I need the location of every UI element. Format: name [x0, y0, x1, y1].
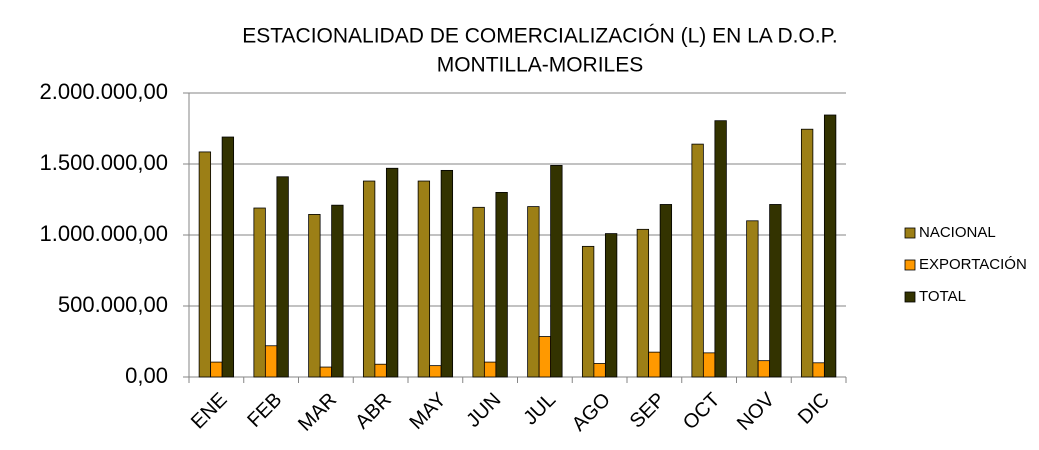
legend-label: TOTAL — [919, 288, 966, 305]
x-tick-label: AGO — [568, 389, 615, 436]
y-tick-label: 500.000,00 — [58, 292, 168, 317]
bar — [757, 360, 771, 378]
x-tick-label: DIC — [794, 389, 834, 429]
bar — [264, 345, 278, 378]
bar — [362, 180, 376, 378]
bar — [308, 214, 321, 378]
bar — [483, 361, 497, 378]
bar — [581, 245, 595, 378]
bar — [198, 151, 212, 378]
bar — [691, 143, 704, 378]
bar — [812, 362, 825, 378]
bar — [527, 206, 540, 378]
bar — [253, 207, 266, 378]
x-tick-label: JUN — [462, 389, 505, 432]
legend-swatch — [904, 227, 916, 239]
x-tick-label: ENE — [187, 389, 232, 434]
x-tick-label: NOV — [733, 388, 780, 435]
x-tick-label: ABR — [351, 389, 396, 434]
x-tick-label: OCT — [679, 389, 724, 434]
bar — [550, 165, 563, 378]
bar — [823, 114, 837, 378]
bar — [319, 366, 333, 378]
x-tick-label: SEP — [626, 389, 670, 433]
x-tick-label: FEB — [243, 389, 286, 432]
bar — [714, 120, 727, 378]
chart-title: ESTACIONALIDAD DE COMERCIALIZACIÓN (L) E… — [242, 25, 838, 48]
bar — [429, 365, 442, 378]
bar — [538, 336, 552, 378]
x-tick-label: MAY — [405, 389, 450, 434]
y-tick-label: 2.000.000,00 — [40, 79, 168, 104]
bar — [440, 169, 454, 378]
bar — [604, 233, 618, 378]
x-tick-label: JUL — [519, 389, 560, 430]
y-tick-label: 1.000.000,00 — [40, 221, 168, 246]
bar — [800, 128, 814, 378]
legend-label: EXPORTACIÓN — [919, 256, 1027, 273]
bar — [636, 228, 650, 378]
bar — [648, 351, 661, 378]
bar — [593, 363, 606, 378]
y-tick-label: 0,00 — [125, 363, 168, 388]
legend-swatch — [904, 291, 916, 303]
y-tick-label: 1.500.000,00 — [40, 150, 168, 175]
bar — [276, 176, 289, 378]
bar — [210, 361, 223, 378]
bar — [417, 180, 431, 378]
bar — [702, 352, 716, 378]
bar — [374, 363, 387, 378]
bar — [385, 167, 399, 378]
bar — [659, 204, 673, 378]
legend-swatch — [904, 259, 916, 271]
bar — [331, 204, 344, 378]
x-tick-label: MAR — [294, 389, 341, 436]
bar — [495, 191, 508, 378]
bar — [746, 220, 759, 378]
bar — [472, 206, 485, 378]
bar — [221, 136, 235, 378]
chart-title: MONTILLA-MORILES — [437, 54, 644, 77]
bar — [769, 204, 782, 378]
legend-label: NACIONAL — [919, 224, 996, 241]
